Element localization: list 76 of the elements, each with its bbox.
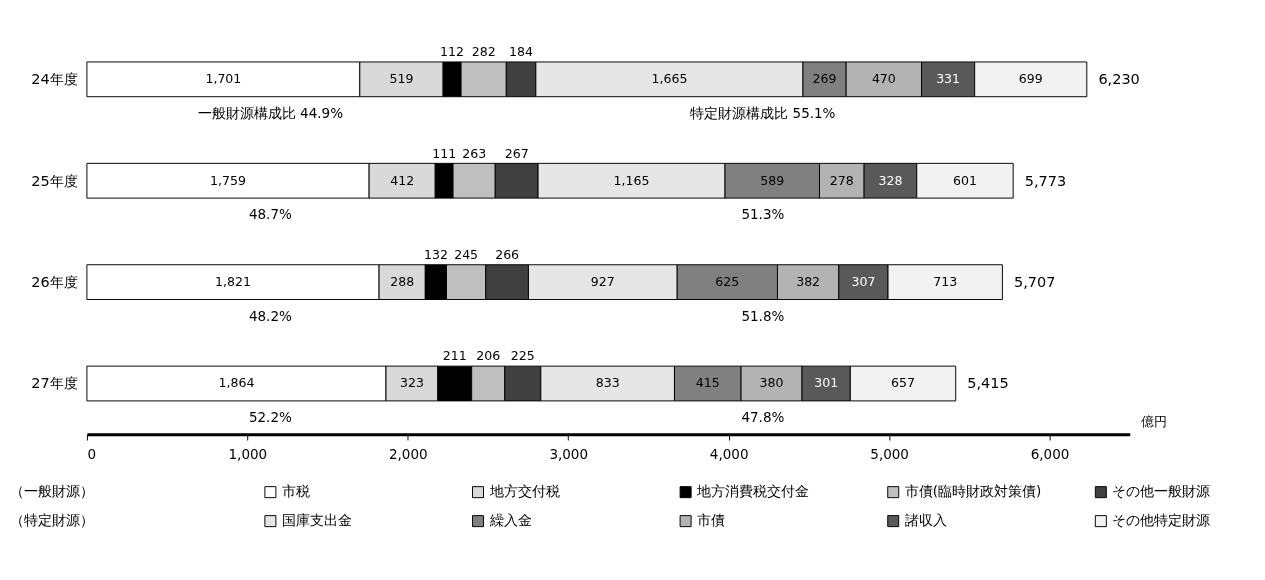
x-tick-label: 0 — [87, 445, 96, 462]
data-label: 301 — [814, 375, 839, 391]
data-label: 601 — [952, 172, 977, 188]
data-label: 323 — [399, 375, 424, 391]
y-tick-label: 27年度 — [31, 375, 78, 392]
data-label: 927 — [590, 273, 615, 289]
x-axis-title: 億円 — [1141, 414, 1168, 430]
annotation: 特定財源構成比 55.1% — [690, 104, 836, 121]
y-tick-label: 24年度 — [31, 71, 78, 88]
data-label: 331 — [936, 71, 961, 87]
data-label: 519 — [389, 71, 414, 87]
data-label: 470 — [871, 71, 896, 87]
data-label: 1,759 — [210, 172, 246, 188]
data-label: 713 — [933, 273, 958, 289]
legend-label: 諸収入 — [904, 511, 947, 528]
data-label: 699 — [1018, 71, 1043, 87]
legend-label: 市税 — [281, 483, 310, 500]
data-label: 263 — [462, 145, 487, 161]
text: （特定財源） — [9, 511, 94, 528]
legend-label: その他特定財源 — [1112, 511, 1211, 528]
legend-label: 繰入金 — [488, 511, 532, 528]
x-tick-label: 2,000 — [388, 445, 428, 462]
legend-label: 地方交付税 — [488, 483, 560, 500]
data-label: 328 — [878, 172, 903, 188]
legend-label: 市債(臨時財政対策債) — [904, 483, 1042, 500]
annotation: 51.8% — [741, 307, 785, 324]
data-label: 589 — [760, 172, 785, 188]
annotation: 48.2% — [248, 307, 292, 324]
x-tick-label: 1,000 — [228, 445, 268, 462]
data-label: 245 — [454, 246, 479, 262]
annotation: 一般財源構成比 44.9% — [197, 104, 344, 121]
x-tick-label: 3,000 — [549, 445, 589, 462]
data-label: 382 — [796, 273, 821, 289]
y-tick-label: 26年度 — [31, 273, 78, 290]
total-label: 6,230 — [1098, 71, 1140, 88]
total-label: 5,415 — [967, 375, 1009, 392]
legend-label: 地方消費税交付金 — [696, 483, 810, 500]
data-label: 1,665 — [651, 71, 688, 87]
data-label: 211 — [442, 348, 467, 364]
y-tick-label: 25年度 — [31, 172, 78, 189]
data-label: 380 — [759, 375, 784, 391]
data-label: 1,701 — [205, 71, 242, 87]
x-tick-label: 4,000 — [709, 445, 749, 462]
legend-label: 市債 — [697, 511, 726, 528]
data-label: 184 — [509, 44, 534, 60]
annotation: 52.2% — [248, 409, 292, 426]
data-label: 111 — [432, 145, 457, 161]
legend-label: その他一般財源 — [1112, 483, 1211, 500]
data-label: 225 — [510, 348, 535, 364]
data-label: 415 — [695, 375, 720, 391]
data-label: 1,821 — [215, 273, 251, 289]
data-label: 625 — [715, 273, 740, 289]
data-label: 267 — [504, 145, 529, 161]
text: （一般財源） — [9, 483, 94, 500]
annotation: 48.7% — [248, 206, 292, 223]
data-label: 112 — [440, 44, 465, 60]
data-label: 282 — [471, 44, 496, 60]
data-label: 266 — [495, 246, 520, 262]
annotation: 51.3% — [741, 206, 785, 223]
total-label: 5,773 — [1024, 172, 1067, 189]
data-label: 1,165 — [613, 172, 650, 188]
data-label: 412 — [390, 172, 415, 188]
data-label: 307 — [851, 273, 876, 289]
data-label: 288 — [390, 273, 415, 289]
data-label: 206 — [476, 348, 501, 364]
x-tick-label: 6,000 — [1030, 445, 1070, 462]
data-label: 657 — [891, 375, 915, 391]
total-label: 5,707 — [1014, 273, 1056, 290]
x-tick-label: 5,000 — [870, 445, 909, 462]
legend-label: 国庫支出金 — [281, 511, 352, 528]
data-label: 1,864 — [218, 375, 255, 391]
data-label: 833 — [595, 375, 620, 391]
data-label: 269 — [812, 71, 837, 87]
data-label: 278 — [829, 172, 854, 188]
annotation: 47.8% — [741, 409, 785, 426]
data-label: 132 — [423, 246, 448, 262]
